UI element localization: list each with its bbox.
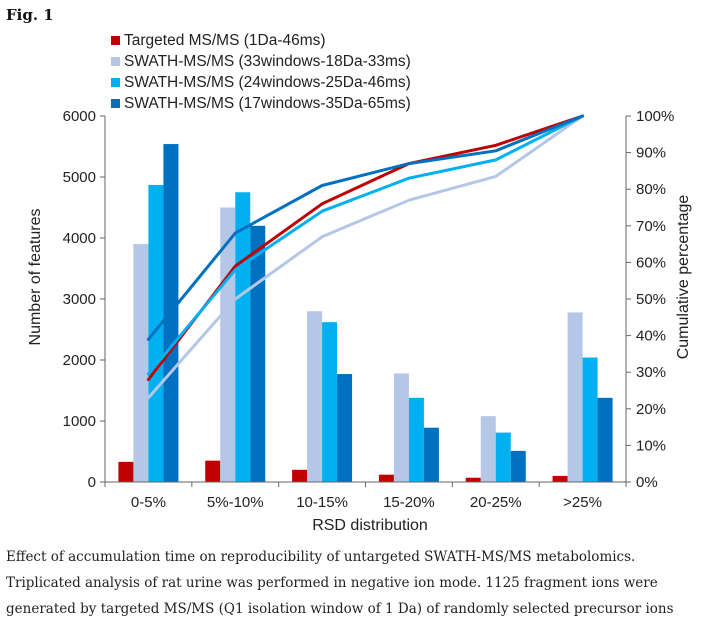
bar bbox=[292, 469, 308, 482]
cumulative-lines-layer bbox=[146, 114, 585, 400]
y-tick-label: 6000 bbox=[63, 108, 96, 125]
legend: Targeted MS/MS (1Da-46ms) SWATH-MS/MS (33… bbox=[111, 32, 411, 112]
x-tick-label: >25% bbox=[563, 494, 602, 511]
x-axis-label: RSD distribution bbox=[312, 517, 428, 534]
y-tick-label: 0 bbox=[88, 474, 96, 491]
y-tick-label: 4000 bbox=[63, 230, 96, 247]
caption-line: Effect of accumulation time on reproduci… bbox=[6, 549, 636, 565]
x-tick-label: 5%-10% bbox=[207, 494, 264, 511]
y-axis-label: Number of features bbox=[27, 209, 44, 346]
legend-label: SWATH-MS/MS (33windows-18Da-33ms) bbox=[124, 53, 411, 70]
y2-tick-label: 10% bbox=[636, 437, 666, 454]
bar bbox=[480, 416, 496, 482]
figure-label: Fig. 1 bbox=[6, 6, 54, 24]
legend-label: Targeted MS/MS (1Da-46ms) bbox=[124, 32, 326, 49]
bar bbox=[495, 432, 511, 482]
y2-tick-label: 100% bbox=[636, 108, 674, 125]
y2-tick-label: 40% bbox=[636, 328, 666, 345]
legend-swatch bbox=[111, 36, 120, 45]
caption-line: generated by targeted MS/MS (Q1 isolatio… bbox=[6, 601, 674, 617]
x-tick-label: 20-25% bbox=[470, 494, 522, 511]
legend-swatch bbox=[111, 99, 120, 108]
y2-axis-label: Cumulative percentage bbox=[675, 195, 692, 360]
caption-line: Triplicated analysis of rat urine was pe… bbox=[6, 575, 658, 591]
bar bbox=[322, 322, 338, 482]
x-tick-label: 10-15% bbox=[296, 494, 348, 511]
y-tick-label: 2000 bbox=[63, 352, 96, 369]
legend-label: SWATH-MS/MS (24windows-25Da-46ms) bbox=[124, 74, 411, 91]
y2-tick-label: 30% bbox=[636, 364, 666, 381]
bar bbox=[552, 475, 568, 482]
chart-container: Targeted MS/MS (1Da-46ms) SWATH-MS/MS (33… bbox=[20, 30, 710, 540]
bar bbox=[510, 450, 526, 482]
y-tick-label: 1000 bbox=[63, 413, 96, 430]
y2-tick-label: 80% bbox=[636, 181, 666, 198]
x-tick-label: 15-20% bbox=[383, 494, 435, 511]
bar bbox=[250, 225, 266, 483]
bar bbox=[567, 312, 583, 482]
bar bbox=[133, 244, 149, 482]
y-tick-label: 3000 bbox=[63, 291, 96, 308]
bar bbox=[235, 192, 251, 482]
y2-tick-label: 20% bbox=[636, 401, 666, 418]
bar bbox=[597, 397, 613, 482]
bar bbox=[307, 311, 323, 482]
y2-tick-label: 0% bbox=[636, 474, 658, 491]
axes-layer: 0 1000 2000 3000 4000 5000 6000 0% 10% 20% 30% 40% 5… bbox=[63, 108, 675, 511]
cumulative-line bbox=[146, 114, 585, 376]
x-tick-label: 0-5% bbox=[131, 494, 166, 511]
y-tick-label: 5000 bbox=[63, 169, 96, 186]
cumulative-line bbox=[146, 114, 585, 341]
bar bbox=[393, 373, 409, 482]
bar bbox=[465, 477, 481, 482]
y2-tick-label: 90% bbox=[636, 145, 666, 162]
rsd-distribution-chart: Targeted MS/MS (1Da-46ms) SWATH-MS/MS (33… bbox=[27, 32, 692, 534]
y2-tick-label: 50% bbox=[636, 291, 666, 308]
cumulative-line bbox=[146, 114, 585, 381]
bar bbox=[205, 460, 221, 482]
bar bbox=[337, 374, 353, 482]
bar bbox=[118, 461, 134, 482]
y2-tick-label: 70% bbox=[636, 218, 666, 235]
legend-swatch bbox=[111, 57, 120, 66]
legend-label: SWATH-MS/MS (17windows-35Da-65ms) bbox=[124, 95, 411, 112]
y2-tick-label: 60% bbox=[636, 254, 666, 271]
bar bbox=[378, 474, 394, 482]
bar bbox=[148, 184, 164, 482]
figure-caption: Effect of accumulation time on reproduci… bbox=[6, 544, 711, 622]
legend-swatch bbox=[111, 78, 120, 87]
bar bbox=[423, 427, 439, 482]
bar bbox=[582, 357, 598, 482]
bar bbox=[408, 397, 424, 482]
cumulative-line bbox=[146, 114, 585, 400]
